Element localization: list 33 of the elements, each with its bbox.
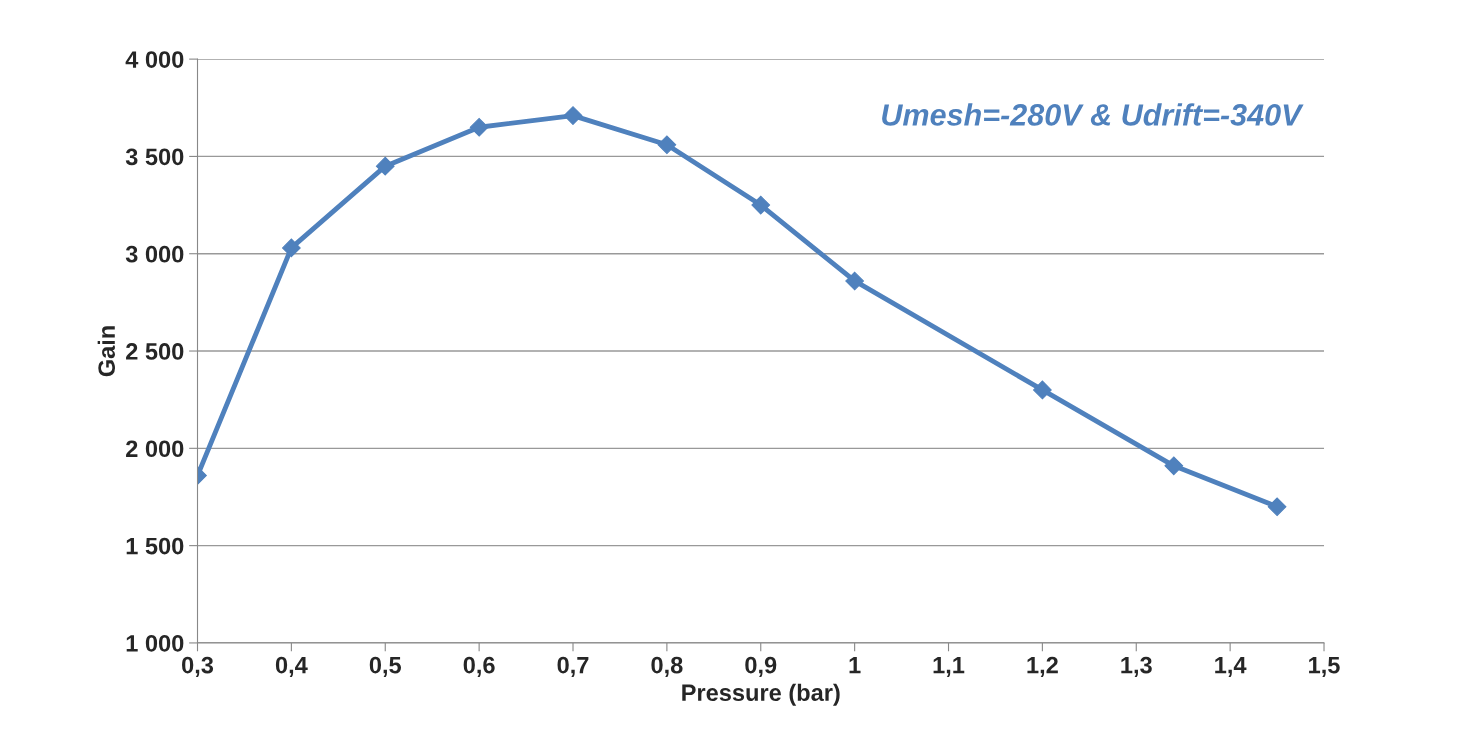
x-tick-label: 1,1 [933, 656, 965, 677]
point [563, 106, 583, 125]
x-tick-label: 1,4 [1215, 656, 1247, 677]
x-tick-label: 0,9 [745, 656, 777, 677]
x-tick-label: 1 [849, 656, 861, 674]
y-tick-label: 2 500 [126, 343, 184, 360]
point [657, 135, 677, 155]
annotation: Umesh=-280V & Udrift=-340V [882, 103, 1304, 126]
y-tick-label: 2 000 [126, 440, 184, 458]
point [469, 117, 489, 137]
x-tick-label: 0,3 [182, 656, 214, 677]
point [282, 238, 301, 258]
y-tick-label: 1 500 [126, 537, 184, 555]
y-axis-title: Gain [97, 326, 116, 377]
point [1164, 456, 1184, 476]
point [751, 195, 771, 215]
x-tick-label: 0,8 [651, 656, 683, 677]
point [1033, 380, 1052, 400]
x-tick-label: 0,7 [557, 656, 589, 677]
x-tick-label: 0,4 [275, 656, 308, 677]
y-tick-label: 3 000 [125, 245, 184, 263]
x-tick-label: 0,5 [369, 656, 402, 677]
y-tick-label: 3 500 [125, 148, 184, 166]
point [1267, 497, 1287, 517]
y-tick-label: 4 000 [125, 51, 184, 68]
y-tick-label: 1 000 [126, 635, 184, 652]
point [375, 156, 395, 176]
x-tick-label: 1,5 [1309, 656, 1340, 677]
x-tick-label: 1,3 [1121, 656, 1152, 677]
point [845, 271, 864, 291]
x-tick-label: 1,2 [1027, 656, 1058, 677]
x-tick-label: 0,6 [463, 656, 495, 677]
x-axis-title: Pressure (bar) [682, 683, 840, 706]
